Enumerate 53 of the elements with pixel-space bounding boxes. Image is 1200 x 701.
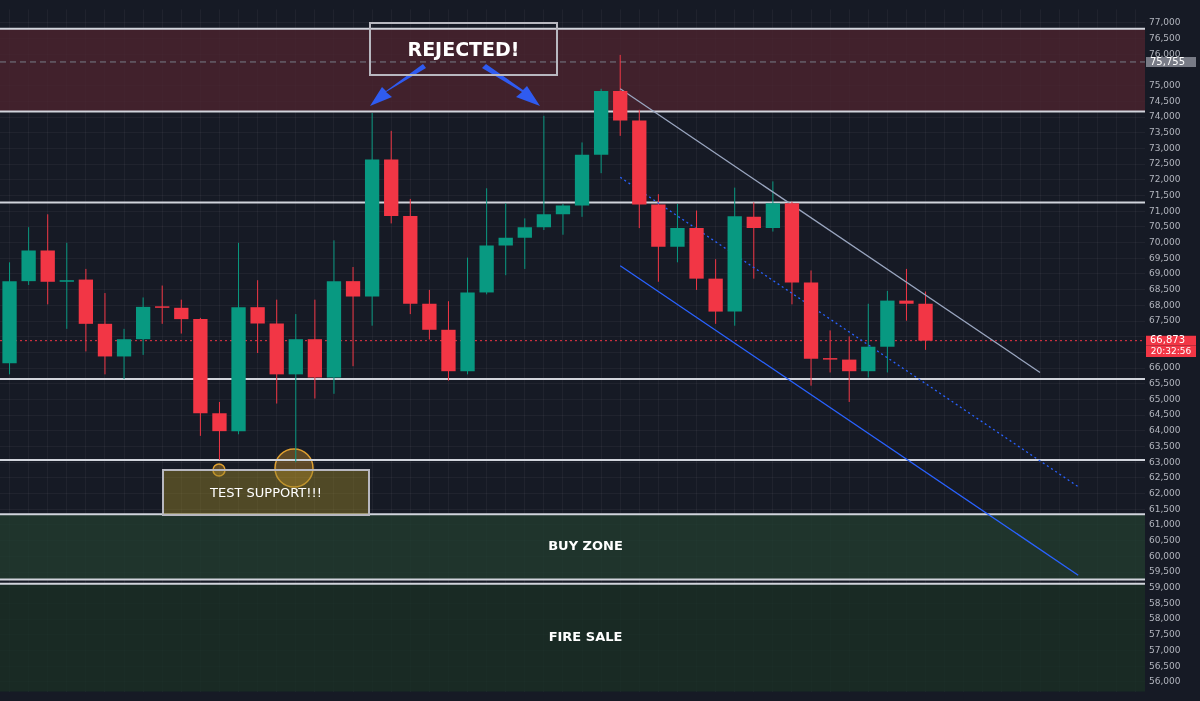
y-tick-label: 62,500: [1149, 472, 1181, 483]
y-tick-label: 60,500: [1149, 535, 1181, 546]
y-tick-label: 70,500: [1149, 221, 1181, 232]
ref-line-label: 66,873: [1150, 334, 1185, 346]
y-tick-label: 71,500: [1149, 189, 1181, 200]
y-tick-label: 64,500: [1149, 409, 1181, 420]
y-tick-label: 74,500: [1149, 95, 1181, 106]
y-tick-label: 63,500: [1149, 440, 1181, 451]
candlestick: [59, 242, 74, 330]
candlestick: [536, 115, 552, 231]
candlestick: [155, 285, 170, 325]
y-tick-label: 62,000: [1149, 487, 1181, 498]
y-tick-label: 56,000: [1149, 676, 1181, 687]
y-tick-label: 59,000: [1149, 582, 1181, 593]
y-tick-label: 71,000: [1149, 205, 1181, 216]
y-tick-label: 69,500: [1149, 252, 1181, 263]
candlestick: [746, 201, 761, 280]
y-tick-label: 69,000: [1149, 268, 1181, 279]
candlestick: [174, 299, 189, 335]
y-tick-label: 70,000: [1149, 236, 1181, 247]
candlestick: [498, 202, 513, 276]
band-label: FIRE SALE: [548, 629, 623, 644]
y-tick-label: 61,000: [1149, 519, 1181, 530]
band-label: BUY ZONE: [548, 538, 623, 554]
y-tick-label: 56,500: [1149, 660, 1181, 671]
y-tick-label: 72,000: [1149, 174, 1181, 185]
candlestick: [899, 268, 914, 322]
y-tick-label: 65,500: [1149, 378, 1181, 389]
y-tick-label: 74,000: [1149, 111, 1181, 122]
y-tick-label: 77,000: [1149, 17, 1181, 28]
y-tick-label: 75,000: [1149, 80, 1181, 90]
candlestick: [670, 203, 685, 263]
candlestick: [116, 328, 132, 380]
y-tick-label: 58,000: [1149, 613, 1181, 624]
candlestick: [517, 217, 532, 270]
y-tick-label: 72,500: [1149, 158, 1181, 169]
y-tick-label: 65,000: [1149, 393, 1181, 404]
y-tick-label: 61,500: [1149, 503, 1181, 514]
y-tick-label: 67,500: [1149, 315, 1181, 326]
y-tick-label: 68,000: [1149, 299, 1181, 310]
y-tick-label: 63,000: [1149, 456, 1181, 467]
y-tick-label: 57,500: [1149, 629, 1181, 640]
y-tick-label: 76,500: [1149, 32, 1181, 43]
y-tick-label: 73,500: [1149, 127, 1181, 138]
y-tick-label: 68,500: [1149, 283, 1181, 294]
y-tick-label: 60,000: [1149, 550, 1181, 561]
y-tick-label: 57,000: [1149, 644, 1181, 655]
y-tick-label: 66,000: [1149, 362, 1181, 373]
y-tick-label: 73,000: [1149, 142, 1181, 153]
y-tick-label: 59,500: [1149, 566, 1181, 577]
candlestick: [212, 401, 227, 461]
y-tick-label: 64,000: [1149, 425, 1181, 436]
y-tick-label: 58,500: [1149, 597, 1181, 608]
